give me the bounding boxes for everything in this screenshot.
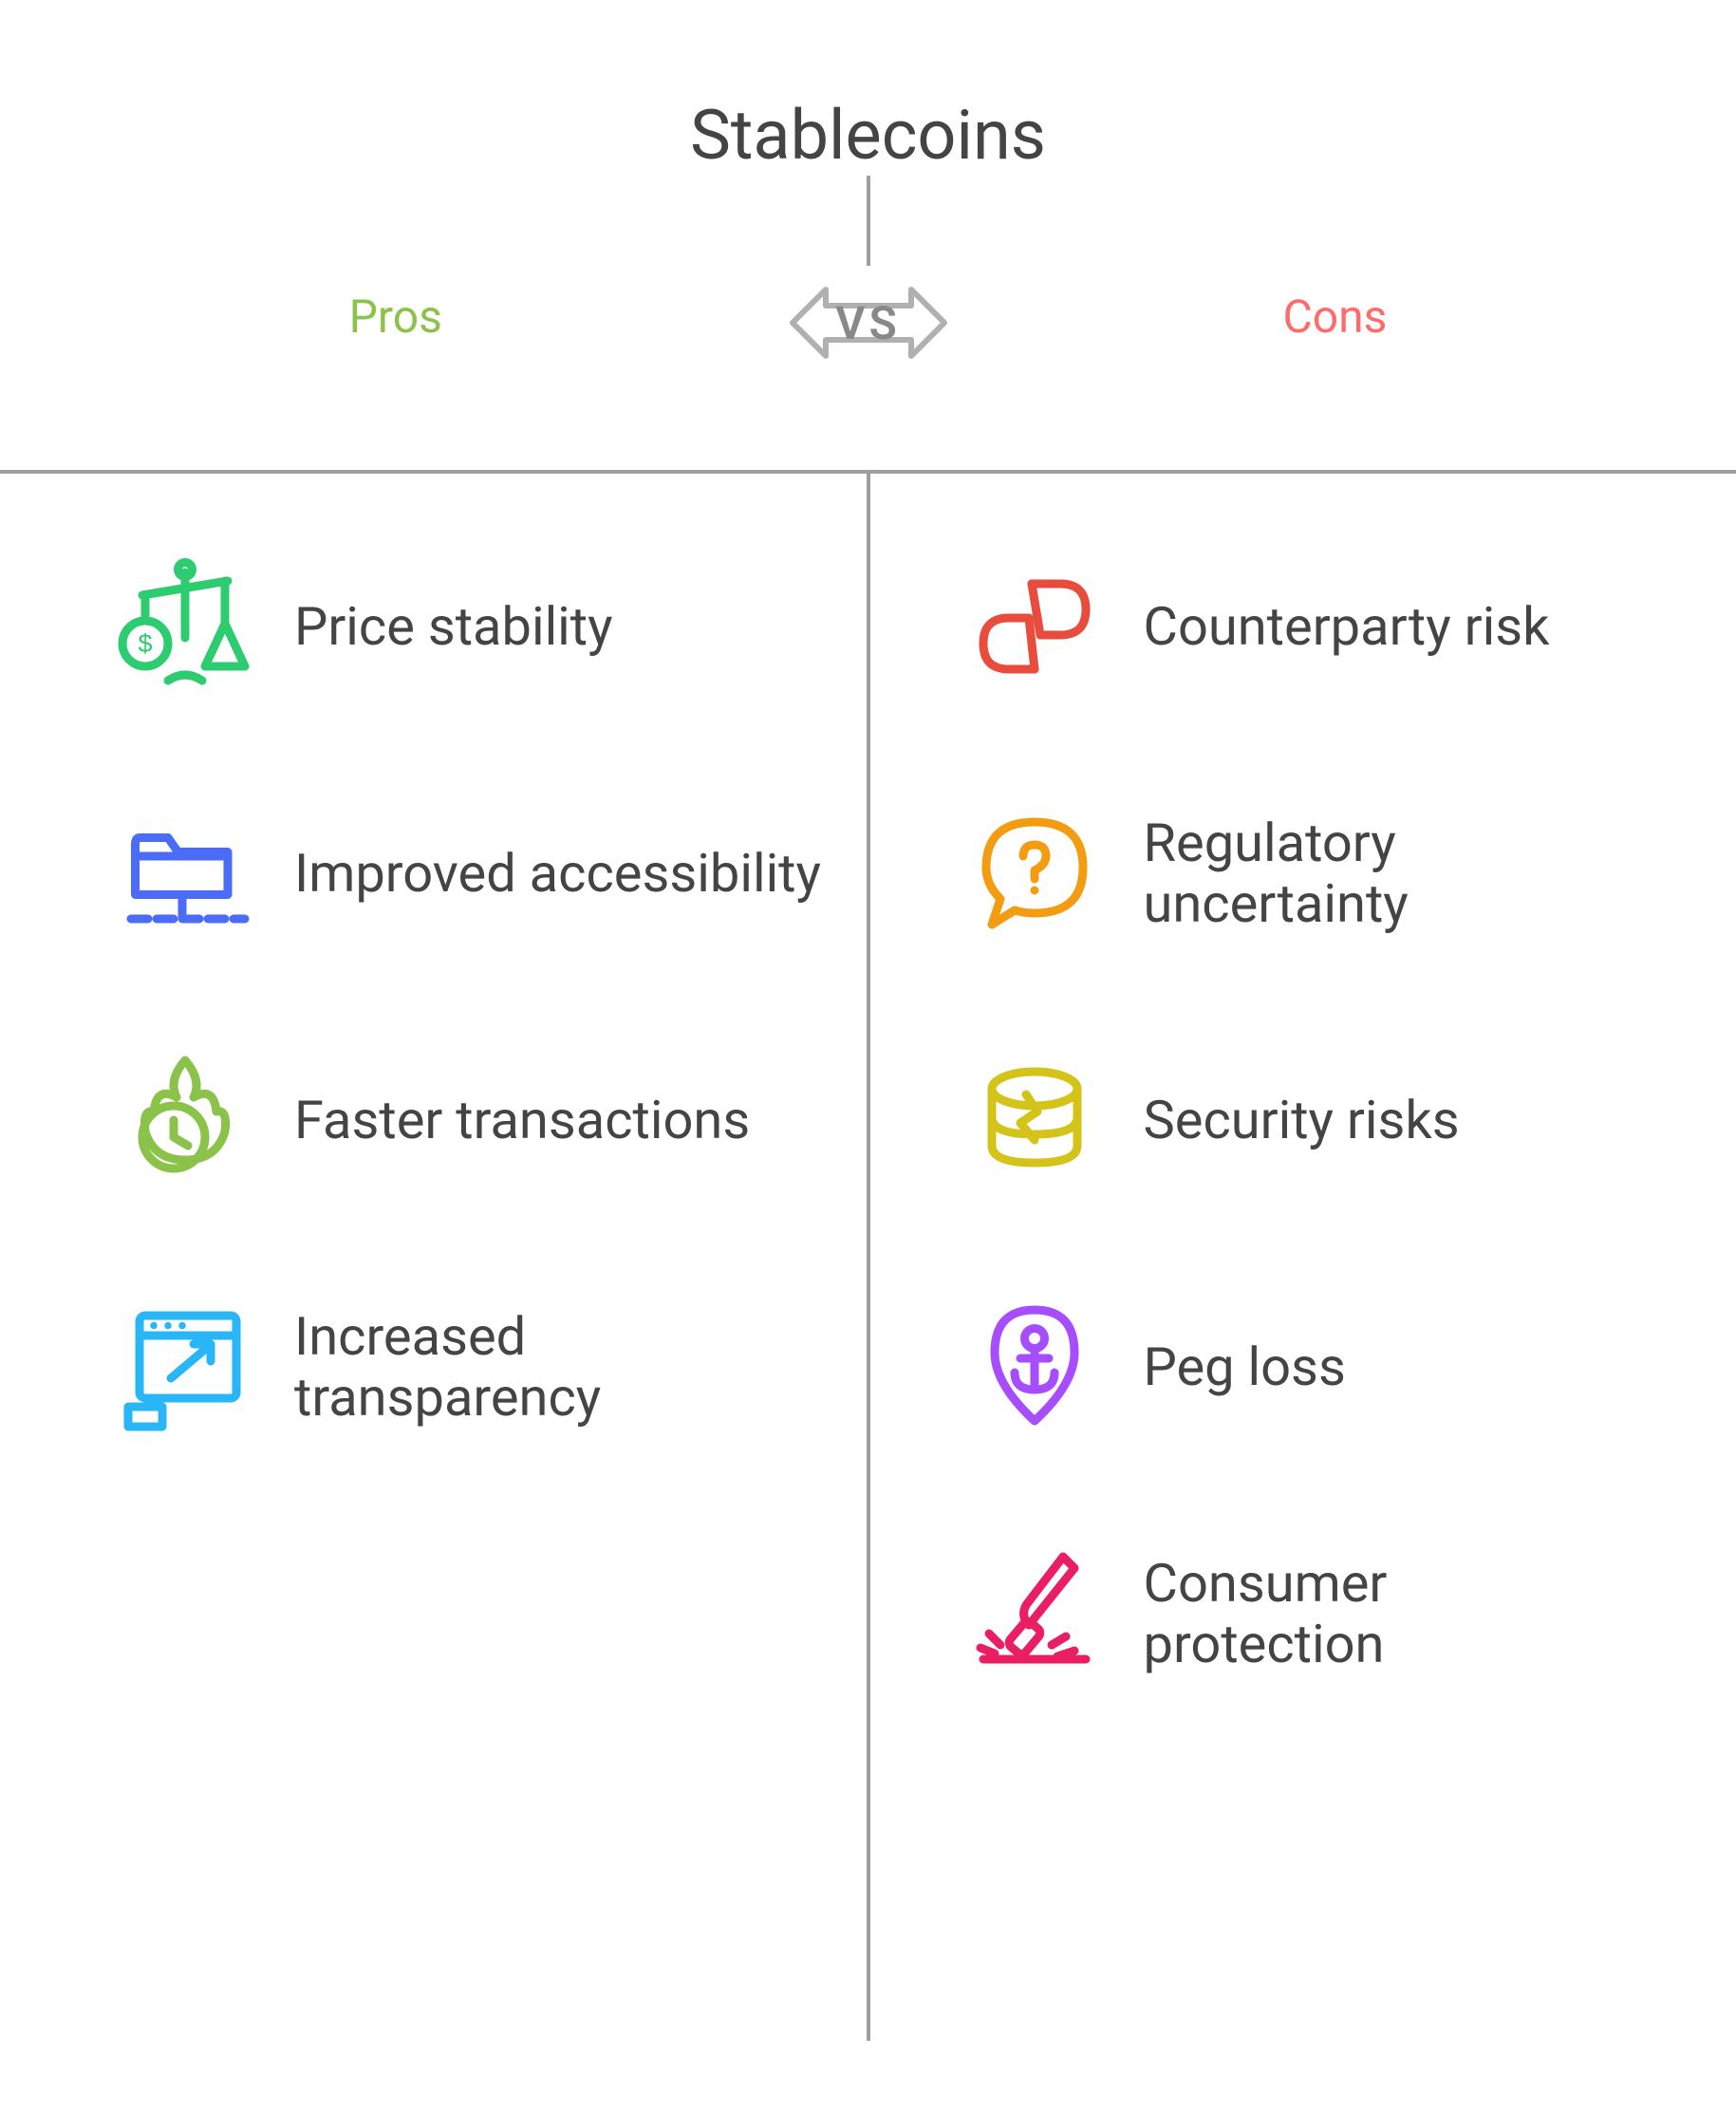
question-bubble-icon (963, 802, 1106, 944)
svg-text:$: $ (138, 629, 152, 658)
list-item: Regulatory uncertainty (963, 802, 1642, 944)
top-connector-line (867, 176, 870, 266)
pros-column: $ Price stability Improved accessibility (57, 517, 868, 1827)
list-item: Improved accessibility (114, 802, 831, 944)
item-label: Counterparty risk (1144, 596, 1550, 657)
list-item: Peg loss (963, 1296, 1642, 1438)
folder-network-icon (114, 802, 256, 944)
vs-label: VS (835, 296, 900, 350)
list-item: $ Price stability (114, 555, 831, 698)
item-label: Increased transparency (294, 1306, 831, 1429)
pros-header-label: Pros (349, 290, 442, 344)
item-label: Faster transactions (294, 1090, 750, 1150)
list-item: Increased transparency (114, 1296, 831, 1438)
item-label: Consumer protection (1144, 1553, 1642, 1675)
cons-header-label: Cons (1282, 290, 1387, 344)
broken-pill-icon (963, 555, 1106, 698)
columns: $ Price stability Improved accessibility (57, 460, 1679, 1827)
item-label: Regulatory uncertainty (1144, 813, 1642, 935)
anchor-pin-icon (963, 1296, 1106, 1438)
cracked-coins-icon (963, 1049, 1106, 1191)
vs-badge: VS (755, 266, 982, 380)
fire-clock-icon (114, 1049, 256, 1191)
list-item: Counterparty risk (963, 555, 1642, 698)
list-item: Security risks (963, 1049, 1642, 1191)
item-label: Price stability (294, 596, 613, 657)
browser-expand-icon (114, 1296, 256, 1438)
item-label: Improved accessibility (294, 843, 821, 904)
item-label: Peg loss (1144, 1336, 1346, 1397)
scale-icon: $ (114, 555, 256, 698)
item-label: Security risks (1144, 1090, 1460, 1150)
page-title: Stablecoins (57, 95, 1679, 176)
list-item: Faster transactions (114, 1049, 831, 1191)
list-item: Consumer protection (963, 1542, 1642, 1685)
header-row: VS Pros Cons (57, 176, 1679, 460)
cons-column: Counterparty risk Regulatory uncertainty… (868, 517, 1680, 1827)
knife-impact-icon (963, 1542, 1106, 1685)
infographic-container: Stablecoins VS Pros Cons $ Price stabil (0, 0, 1736, 2112)
